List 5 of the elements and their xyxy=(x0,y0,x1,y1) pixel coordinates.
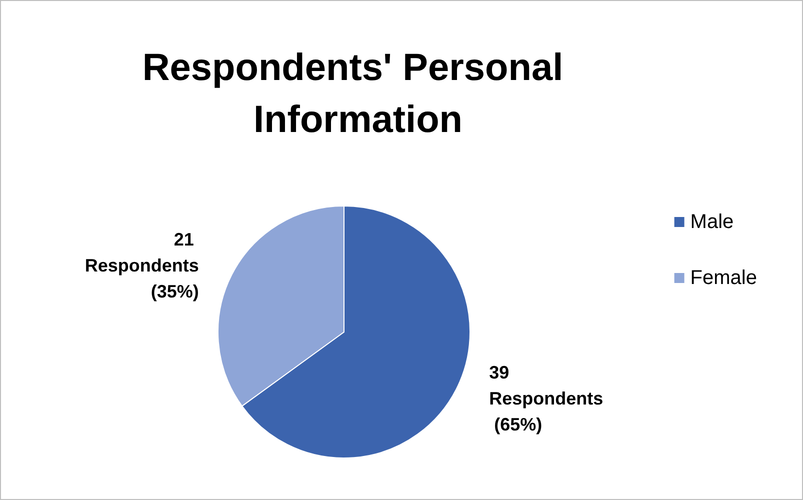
legend-label: Male xyxy=(690,211,734,233)
legend-label: Female xyxy=(690,267,758,289)
chart-title: Respondents' Personal Information xyxy=(142,47,574,141)
data-label: 39 Respondents (65%) xyxy=(489,362,604,434)
data-label: 21 Respondents (35%) xyxy=(84,230,199,302)
